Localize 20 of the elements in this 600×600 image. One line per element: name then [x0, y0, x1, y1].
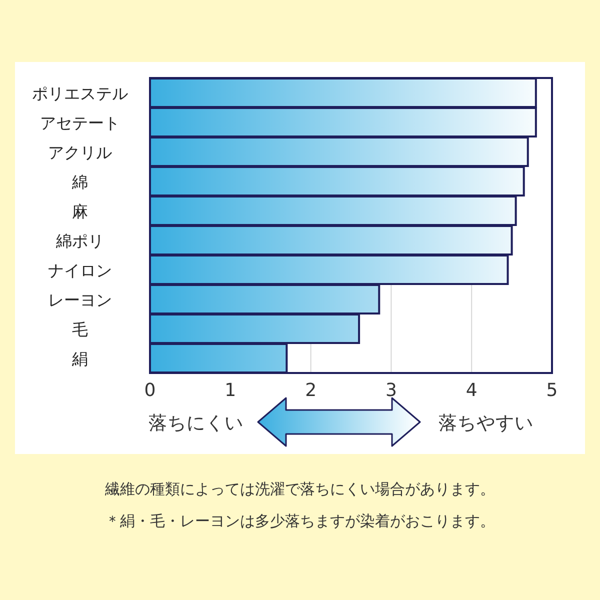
- x-tick-label: 2: [305, 380, 317, 401]
- x-tick-label: 5: [546, 380, 558, 401]
- x-tick-label: 0: [144, 380, 156, 401]
- y-tick-label: 絹: [71, 349, 88, 368]
- y-tick-label: レーヨン: [48, 290, 112, 310]
- text: 落ちやすい: [438, 413, 534, 434]
- text: 落ちにくい: [148, 413, 244, 434]
- y-tick-label: 麻: [72, 202, 88, 221]
- text: ＊絹・毛・レーヨンは多少落ちますが染着がおこります。: [105, 512, 495, 530]
- y-tick-label: 毛: [72, 320, 88, 339]
- y-tick-label: 綿: [71, 172, 88, 192]
- x-tick-label: 4: [466, 380, 478, 401]
- x-tick-label: 1: [224, 380, 236, 401]
- y-tick-label: アクリル: [48, 142, 112, 162]
- y-tick-label: 綿ポリ: [55, 231, 104, 250]
- y-tick-label: ナイロン: [48, 260, 112, 280]
- text: 繊維の種類によっては洗濯で落ちにくい場合があります。: [104, 480, 495, 498]
- x-tick-label: 3: [385, 380, 397, 401]
- y-tick-label: アセテート: [40, 113, 120, 132]
- y-tick-label: ポリエステル: [32, 84, 128, 103]
